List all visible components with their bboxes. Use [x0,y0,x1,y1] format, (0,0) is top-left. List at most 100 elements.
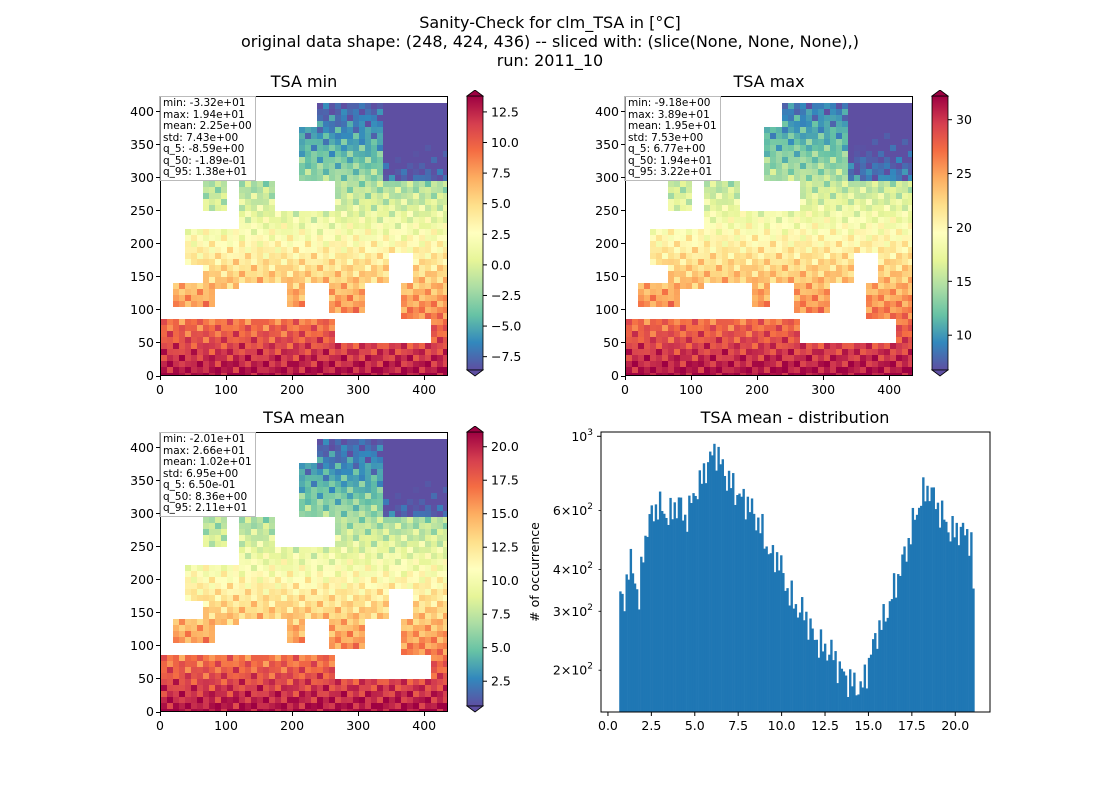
map-cell [383,259,389,265]
map-cell [698,343,704,349]
map-cell [299,655,305,661]
map-cell [686,193,692,199]
map-cell [227,577,233,583]
map-cell [890,145,896,151]
map-cell [185,565,191,571]
stat-line: max: 3.89e+01 [628,108,710,121]
map-cell [209,187,215,193]
map-cell [281,661,287,667]
map-cell [383,121,389,127]
map-cell [251,187,257,193]
map-cell [830,205,836,211]
y-tick-label: 0 [146,368,154,383]
map-cell [353,631,359,637]
map-cell [878,265,884,271]
map-cell [299,133,305,139]
map-cell [227,355,233,361]
map-cell [818,271,824,277]
map-cell [890,247,896,253]
map-cell [866,361,872,367]
map-cell [377,547,383,553]
map-cell [680,199,686,205]
map-cell [704,193,710,199]
map-cell [395,691,401,697]
map-cell [800,121,806,127]
map-cell [179,697,185,703]
map-cell [299,493,305,499]
map-cell [830,223,836,229]
map-cell [425,151,431,157]
map-cell [413,517,419,523]
histogram-bar [838,661,841,712]
map-cell [407,151,413,157]
map-cell [395,229,401,235]
map-cell [329,643,335,649]
map-cell [245,577,251,583]
map-cell [233,655,239,661]
map-cell [305,271,311,277]
map-cell [353,265,359,271]
map-cell [818,127,824,133]
map-cell [389,577,395,583]
map-cell [836,361,842,367]
map-cell [335,703,341,709]
map-cell [323,493,329,499]
map-cell [359,625,365,631]
map-cell [269,703,275,709]
map-cell [752,295,758,301]
histogram-bar [661,510,664,712]
map-cell [359,169,365,175]
map-cell [890,241,896,247]
map-cell [197,229,203,235]
map-cell [437,457,443,463]
map-cell [662,253,668,259]
map-cell [263,217,269,223]
map-cell [371,133,377,139]
map-cell [227,241,233,247]
map-cell [437,133,443,139]
map-cell [209,271,215,277]
map-cell [299,469,305,475]
map-cell [740,325,746,331]
map-cell [419,187,425,193]
map-cell [908,103,912,109]
map-cell [425,625,431,631]
map-cell [425,457,431,463]
map-cell [179,355,185,361]
map-cell [788,139,794,145]
map-cell [401,511,407,517]
map-cell [227,583,233,589]
map-cell [812,265,818,271]
stat-line: q_5: 6.50e-01 [163,479,236,491]
histogram-bar [690,503,693,712]
map-cell [209,595,215,601]
histogram-bar [619,591,622,712]
y-tick-label: 50 [603,334,619,350]
map-cell [329,103,335,109]
map-cell [407,115,413,121]
map-cell [275,241,281,247]
map-cell [812,301,818,307]
map-cell [221,187,227,193]
x-tick-mark [624,376,626,380]
map-cell [752,223,758,229]
map-tsa-min [160,96,448,376]
map-cell [275,655,281,661]
map-cell [425,229,431,235]
map-cell [818,277,824,283]
map-cell [401,475,407,481]
map-cell [443,205,447,211]
map-cell [806,235,812,241]
map-cell [431,217,437,223]
map-raster [161,439,447,711]
map-cell [836,373,842,375]
colorbar-tick-label: 7.5 [491,607,511,622]
map-cell [233,229,239,235]
map-cell [419,445,425,451]
map-cell [329,283,335,289]
map-cell [263,265,269,271]
map-cell [662,373,668,375]
map-cell [185,709,191,711]
map-cell [407,247,413,253]
map-cell [383,187,389,193]
